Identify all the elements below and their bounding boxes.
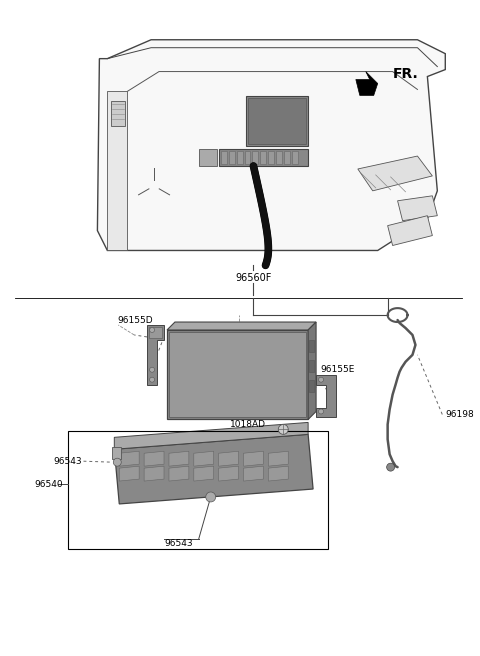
Circle shape — [278, 424, 288, 434]
Polygon shape — [199, 149, 216, 166]
Polygon shape — [244, 151, 251, 164]
Polygon shape — [249, 98, 306, 144]
Text: 96540: 96540 — [35, 480, 63, 489]
Polygon shape — [144, 466, 164, 481]
Polygon shape — [397, 195, 437, 220]
Polygon shape — [112, 447, 121, 459]
Text: 96198: 96198 — [445, 410, 474, 419]
Circle shape — [387, 463, 395, 471]
Polygon shape — [169, 466, 189, 481]
Polygon shape — [228, 151, 235, 164]
Polygon shape — [309, 359, 314, 372]
Polygon shape — [114, 434, 313, 504]
Polygon shape — [119, 451, 139, 466]
Text: 96560F: 96560F — [235, 274, 272, 283]
Polygon shape — [358, 156, 432, 191]
Polygon shape — [276, 151, 282, 164]
Polygon shape — [119, 466, 139, 481]
Polygon shape — [309, 380, 314, 392]
Polygon shape — [292, 151, 298, 164]
Polygon shape — [219, 451, 239, 466]
Polygon shape — [247, 96, 308, 146]
Circle shape — [150, 367, 155, 372]
Text: 96543: 96543 — [53, 457, 82, 466]
Text: 96155D: 96155D — [117, 316, 153, 325]
Polygon shape — [309, 340, 314, 352]
Polygon shape — [308, 322, 316, 419]
Polygon shape — [97, 40, 445, 251]
Polygon shape — [147, 325, 164, 384]
Polygon shape — [169, 451, 189, 466]
Polygon shape — [388, 216, 432, 245]
Polygon shape — [268, 151, 275, 164]
Polygon shape — [268, 451, 288, 466]
Polygon shape — [114, 422, 308, 449]
Circle shape — [150, 377, 155, 382]
Circle shape — [206, 492, 216, 502]
Polygon shape — [149, 327, 162, 338]
Text: 96155E: 96155E — [320, 365, 354, 374]
Polygon shape — [219, 466, 239, 481]
Polygon shape — [194, 451, 214, 466]
Polygon shape — [316, 375, 336, 417]
Circle shape — [319, 409, 324, 414]
Circle shape — [319, 377, 324, 382]
Polygon shape — [356, 72, 378, 95]
Polygon shape — [252, 151, 258, 164]
Polygon shape — [108, 91, 127, 251]
Circle shape — [150, 327, 155, 333]
Polygon shape — [194, 466, 214, 481]
Circle shape — [113, 458, 121, 466]
Text: 96543: 96543 — [164, 539, 192, 548]
Polygon shape — [261, 151, 266, 164]
Polygon shape — [221, 151, 227, 164]
Polygon shape — [268, 466, 288, 481]
Polygon shape — [144, 451, 164, 466]
Text: FR.: FR. — [393, 66, 419, 81]
Polygon shape — [284, 151, 290, 164]
Polygon shape — [219, 149, 308, 166]
Text: 1018AD: 1018AD — [230, 420, 266, 429]
Polygon shape — [237, 151, 242, 164]
Polygon shape — [167, 322, 316, 330]
Polygon shape — [169, 332, 306, 417]
Polygon shape — [111, 102, 125, 126]
Polygon shape — [243, 466, 264, 481]
Circle shape — [148, 180, 160, 192]
Polygon shape — [167, 330, 308, 419]
Polygon shape — [243, 451, 264, 466]
